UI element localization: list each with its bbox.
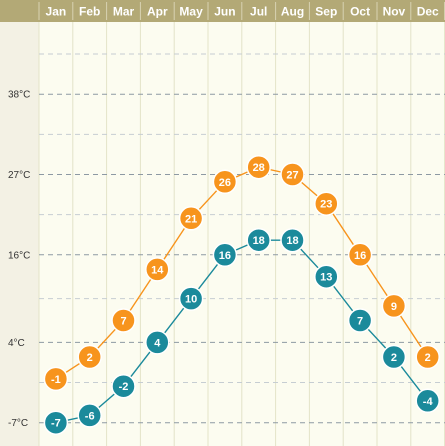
data-point: 23 [314,191,339,216]
column-dividers [38,22,445,446]
data-point: 26 [212,169,238,195]
data-point: 16 [212,242,238,268]
data-point-marker [347,242,373,268]
data-point-marker [415,344,440,370]
data-point-label: 16 [219,250,231,262]
data-point: 18 [280,227,305,253]
data-point-label: 9 [391,301,397,313]
data-point-marker [77,344,102,370]
data-point-label: 7 [357,316,363,328]
data-point: 9 [381,293,407,319]
data-point-label: 26 [219,177,231,189]
data-point: 2 [415,344,440,370]
data-point: 27 [280,162,305,187]
data-point-label: 2 [87,352,93,364]
data-point: 21 [178,206,204,231]
data-point-label: -2 [119,381,129,393]
data-point-marker [43,366,69,392]
data-point-marker [280,227,305,253]
data-point-marker [314,191,339,216]
data-point-marker [415,388,440,414]
data-point-label: 4 [154,337,161,349]
data-point-label: -4 [423,396,434,408]
month-label: May [179,5,203,19]
data-point-marker [347,308,373,333]
data-point-marker [111,373,136,399]
month-label: Dec [417,5,439,19]
data-point-label: 2 [391,352,397,364]
month-label: Nov [383,5,406,19]
data-point-marker [246,154,271,180]
data-point-marker [280,162,305,187]
data-point-label: 27 [286,170,298,182]
y-tick-label: -7°C [8,418,28,429]
data-point-marker [246,227,271,253]
data-point: 13 [314,264,339,289]
data-point: 16 [347,242,373,268]
data-point-label: 21 [185,213,197,225]
data-point: 4 [145,330,170,355]
y-tick-labels: 38°C 27°C 16°C 4°C -7°C [8,90,30,430]
data-point-marker [111,308,136,333]
month-label: Apr [147,5,168,19]
data-point-label: -1 [51,374,61,386]
data-point-marker [212,169,238,195]
y-tick-label: 27°C [8,170,30,181]
data-point-marker [178,206,204,231]
month-label: Aug [281,5,304,19]
y-tick-label: 38°C [8,90,30,101]
y-tick-label: 16°C [8,250,30,261]
data-point-marker [212,242,238,268]
data-point-label: -6 [85,410,95,422]
data-point: -7 [43,410,69,435]
data-point: 28 [246,154,271,180]
data-point-label: 16 [354,250,366,262]
data-point: 2 [381,344,407,370]
data-point-label: 28 [253,162,265,174]
data-point-label: 10 [185,294,197,306]
data-point-marker [381,293,407,319]
month-label: Sep [315,5,337,19]
data-point: 14 [145,257,170,282]
data-point-marker [314,264,339,289]
left-axis-panel [0,0,39,446]
data-point-label: 7 [120,316,126,328]
data-point: -4 [415,388,440,414]
data-point: 10 [178,286,204,311]
data-point: -1 [43,366,69,392]
data-point: 7 [111,308,136,333]
data-point-label: 18 [286,235,298,247]
y-tick-label: 4°C [8,338,25,349]
month-label: Oct [350,5,370,19]
data-point-label: 23 [320,199,332,211]
data-point-marker [77,403,102,428]
data-point: -2 [111,373,136,399]
data-point-label: 13 [320,272,332,284]
data-point-label: 18 [253,235,265,247]
data-point-marker [145,257,170,282]
month-header-bar [0,0,445,22]
data-point: 18 [246,227,271,253]
month-label: Jul [250,5,267,19]
data-point-label: 2 [425,352,431,364]
data-point-marker [178,286,204,311]
month-labels: Jan Feb Mar Apr May Jun Jul Aug Sep Oct Nov Dec [38,2,445,20]
data-point-marker [145,330,170,355]
data-point-label: -7 [51,418,61,430]
month-label: Jun [214,5,235,19]
data-point: 7 [347,308,373,333]
data-point-label: 14 [151,264,164,276]
data-point-marker [381,344,407,370]
data-point: 2 [77,344,102,370]
month-label: Mar [113,5,135,19]
month-label: Jan [46,5,67,19]
data-point-marker [43,410,69,435]
data-point: -6 [77,403,102,428]
month-label: Feb [79,5,100,19]
